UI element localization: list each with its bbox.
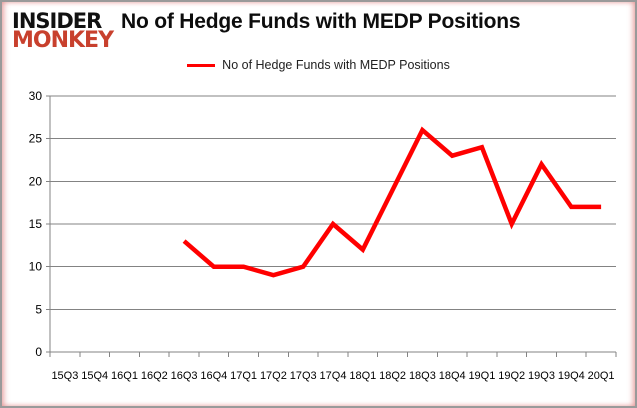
svg-text:17Q1: 17Q1 (230, 370, 257, 382)
svg-text:15: 15 (29, 217, 43, 231)
svg-text:10: 10 (29, 260, 43, 274)
logo-text-monkey: MONKEY (12, 28, 114, 53)
svg-text:30: 30 (29, 89, 43, 103)
legend: No of Hedge Funds with MEDP Positions (2, 58, 635, 72)
svg-text:17Q3: 17Q3 (290, 370, 317, 382)
svg-text:18Q1: 18Q1 (349, 370, 376, 382)
svg-text:16Q3: 16Q3 (171, 370, 198, 382)
svg-text:20: 20 (29, 174, 43, 188)
logo-text-insider: INSIDER (12, 9, 102, 33)
svg-text:15Q3: 15Q3 (51, 370, 78, 382)
svg-text:19Q4: 19Q4 (558, 370, 585, 382)
svg-text:5: 5 (35, 302, 42, 316)
svg-text:17Q4: 17Q4 (320, 370, 347, 382)
svg-text:18Q4: 18Q4 (439, 370, 466, 382)
svg-text:17Q2: 17Q2 (260, 370, 287, 382)
svg-text:19Q1: 19Q1 (468, 370, 495, 382)
chart-title: No of Hedge Funds with MEDP Positions (121, 10, 521, 33)
svg-text:25: 25 (29, 132, 43, 146)
svg-text:18Q2: 18Q2 (379, 370, 406, 382)
svg-text:16Q2: 16Q2 (141, 370, 168, 382)
svg-text:19Q3: 19Q3 (528, 370, 555, 382)
legend-line-swatch (187, 63, 216, 67)
svg-text:16Q1: 16Q1 (111, 370, 138, 382)
svg-text:16Q4: 16Q4 (200, 370, 227, 382)
insider-monkey-logo: INSIDER MONKEY (12, 9, 114, 53)
svg-text:19Q2: 19Q2 (498, 370, 525, 382)
svg-text:15Q4: 15Q4 (81, 370, 108, 382)
legend-label: No of Hedge Funds with MEDP Positions (222, 58, 450, 72)
svg-text:18Q3: 18Q3 (409, 370, 436, 382)
svg-text:0: 0 (35, 345, 42, 359)
svg-text:20Q1: 20Q1 (588, 370, 615, 382)
